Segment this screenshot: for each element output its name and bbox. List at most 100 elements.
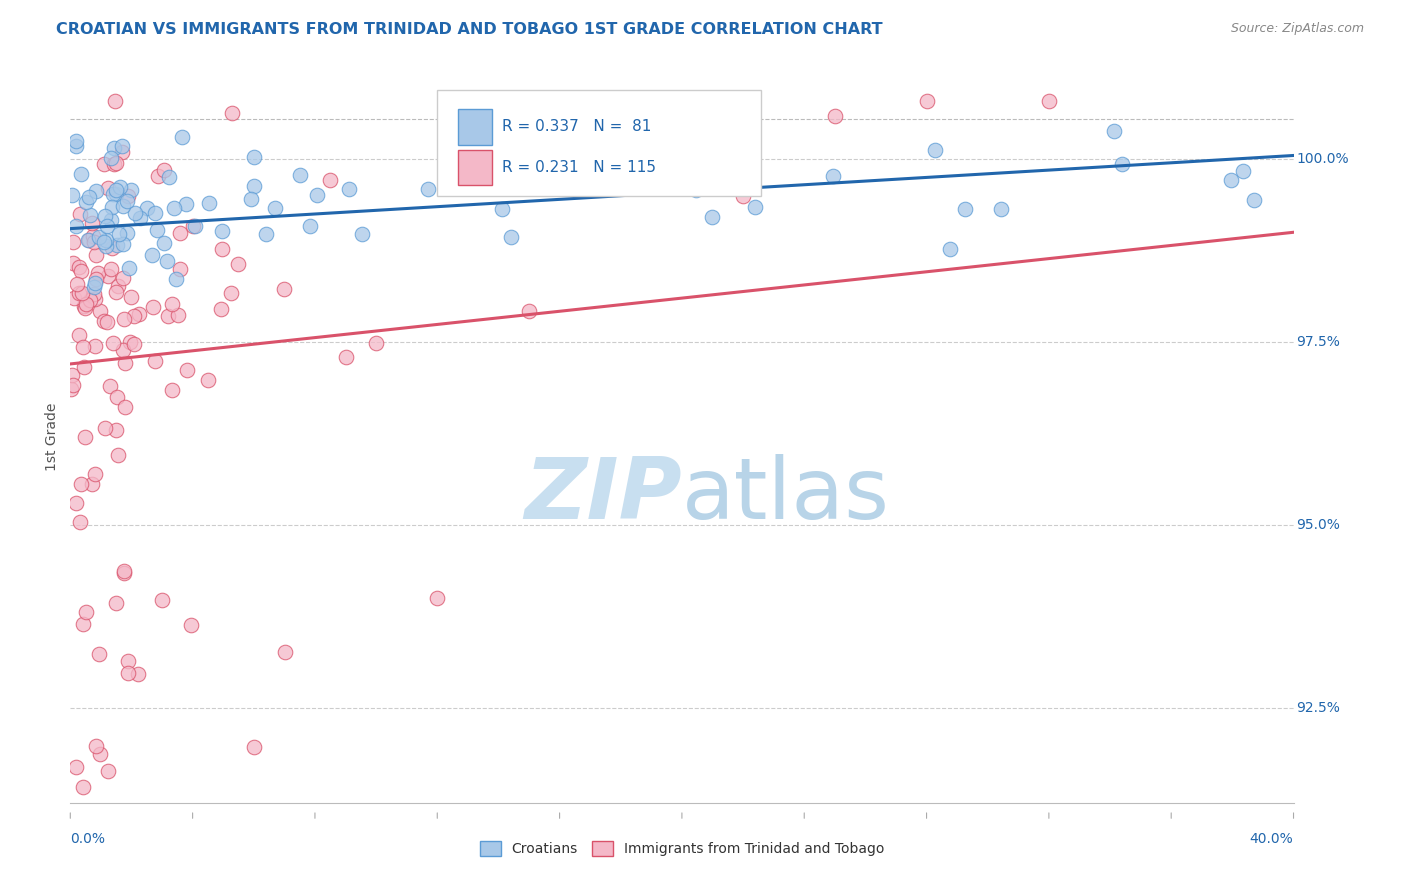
Point <box>141 248 163 262</box>
Point <box>150 593 173 607</box>
Point <box>112 199 135 213</box>
Point <box>101 200 124 214</box>
Point <box>76 233 98 247</box>
Point <box>472 165 495 179</box>
Point <box>104 423 127 437</box>
Point <box>105 285 128 300</box>
Point <box>118 334 141 349</box>
FancyBboxPatch shape <box>458 150 492 185</box>
Point <box>273 282 295 296</box>
Point <box>426 591 449 606</box>
Point <box>288 168 311 182</box>
Point <box>501 229 523 244</box>
Point <box>69 207 91 221</box>
Point <box>305 187 328 202</box>
Point <box>169 226 191 240</box>
Point <box>700 211 723 225</box>
Point <box>65 760 87 774</box>
Point <box>938 242 960 256</box>
Point <box>83 280 105 294</box>
Point <box>112 312 135 326</box>
Point <box>990 202 1012 216</box>
Point <box>156 254 179 268</box>
Point <box>540 178 562 193</box>
Point <box>104 94 127 108</box>
Point <box>75 301 97 316</box>
Point <box>82 229 104 244</box>
Point <box>165 271 187 285</box>
Point <box>87 230 110 244</box>
Point <box>96 219 118 234</box>
Point <box>65 134 87 148</box>
Point <box>94 421 117 435</box>
FancyBboxPatch shape <box>437 90 762 195</box>
Point <box>198 196 221 211</box>
Point <box>1232 163 1254 178</box>
Point <box>352 227 374 242</box>
Text: R = 0.231   N = 115: R = 0.231 N = 115 <box>502 160 657 175</box>
Point <box>107 279 129 293</box>
Point <box>94 239 117 253</box>
Point <box>111 271 134 285</box>
Point <box>84 184 107 198</box>
Point <box>174 197 197 211</box>
Point <box>72 616 94 631</box>
Point <box>1102 123 1125 137</box>
Point <box>62 235 84 249</box>
Point <box>97 764 120 778</box>
Point <box>148 169 170 183</box>
Point <box>243 150 266 164</box>
Point <box>104 596 127 610</box>
Point <box>136 201 159 215</box>
Text: 92.5%: 92.5% <box>1296 701 1340 714</box>
Point <box>671 153 693 167</box>
Point <box>107 448 129 462</box>
Point <box>115 227 138 241</box>
Point <box>100 213 122 227</box>
Point <box>273 645 295 659</box>
Point <box>120 183 142 197</box>
Point <box>117 665 139 680</box>
Point <box>122 337 145 351</box>
Point <box>67 260 90 274</box>
Point <box>127 666 149 681</box>
Point <box>157 169 180 184</box>
Text: atlas: atlas <box>682 454 890 537</box>
Text: ZIP: ZIP <box>524 454 682 537</box>
Point <box>67 286 90 301</box>
Point <box>107 227 129 241</box>
Text: 40.0%: 40.0% <box>1250 832 1294 846</box>
Point <box>211 242 233 256</box>
Point <box>100 378 122 392</box>
Point <box>60 188 83 202</box>
Point <box>73 359 96 374</box>
Y-axis label: 1st Grade: 1st Grade <box>45 403 59 471</box>
Point <box>821 169 844 183</box>
Point <box>924 143 946 157</box>
Point <box>501 129 523 144</box>
Point <box>69 476 91 491</box>
Point <box>112 565 135 579</box>
Point <box>84 339 107 353</box>
Point <box>824 109 846 123</box>
Point <box>86 267 108 281</box>
Point <box>118 260 141 275</box>
Point <box>1111 157 1133 171</box>
Point <box>160 297 183 311</box>
Text: R = 0.337   N =  81: R = 0.337 N = 81 <box>502 119 651 134</box>
Point <box>75 194 97 209</box>
Point <box>80 216 103 230</box>
Point <box>129 211 152 225</box>
Point <box>89 303 111 318</box>
Point <box>59 382 82 396</box>
Point <box>146 223 169 237</box>
Point <box>101 186 124 201</box>
Point <box>491 202 513 217</box>
Text: 95.0%: 95.0% <box>1296 518 1340 532</box>
Text: 0.0%: 0.0% <box>70 832 105 846</box>
Point <box>94 233 117 247</box>
Point <box>86 248 108 262</box>
Point <box>114 400 136 414</box>
Point <box>105 186 128 201</box>
Legend: Croatians, Immigrants from Trinidad and Tobago: Croatians, Immigrants from Trinidad and … <box>474 836 890 862</box>
